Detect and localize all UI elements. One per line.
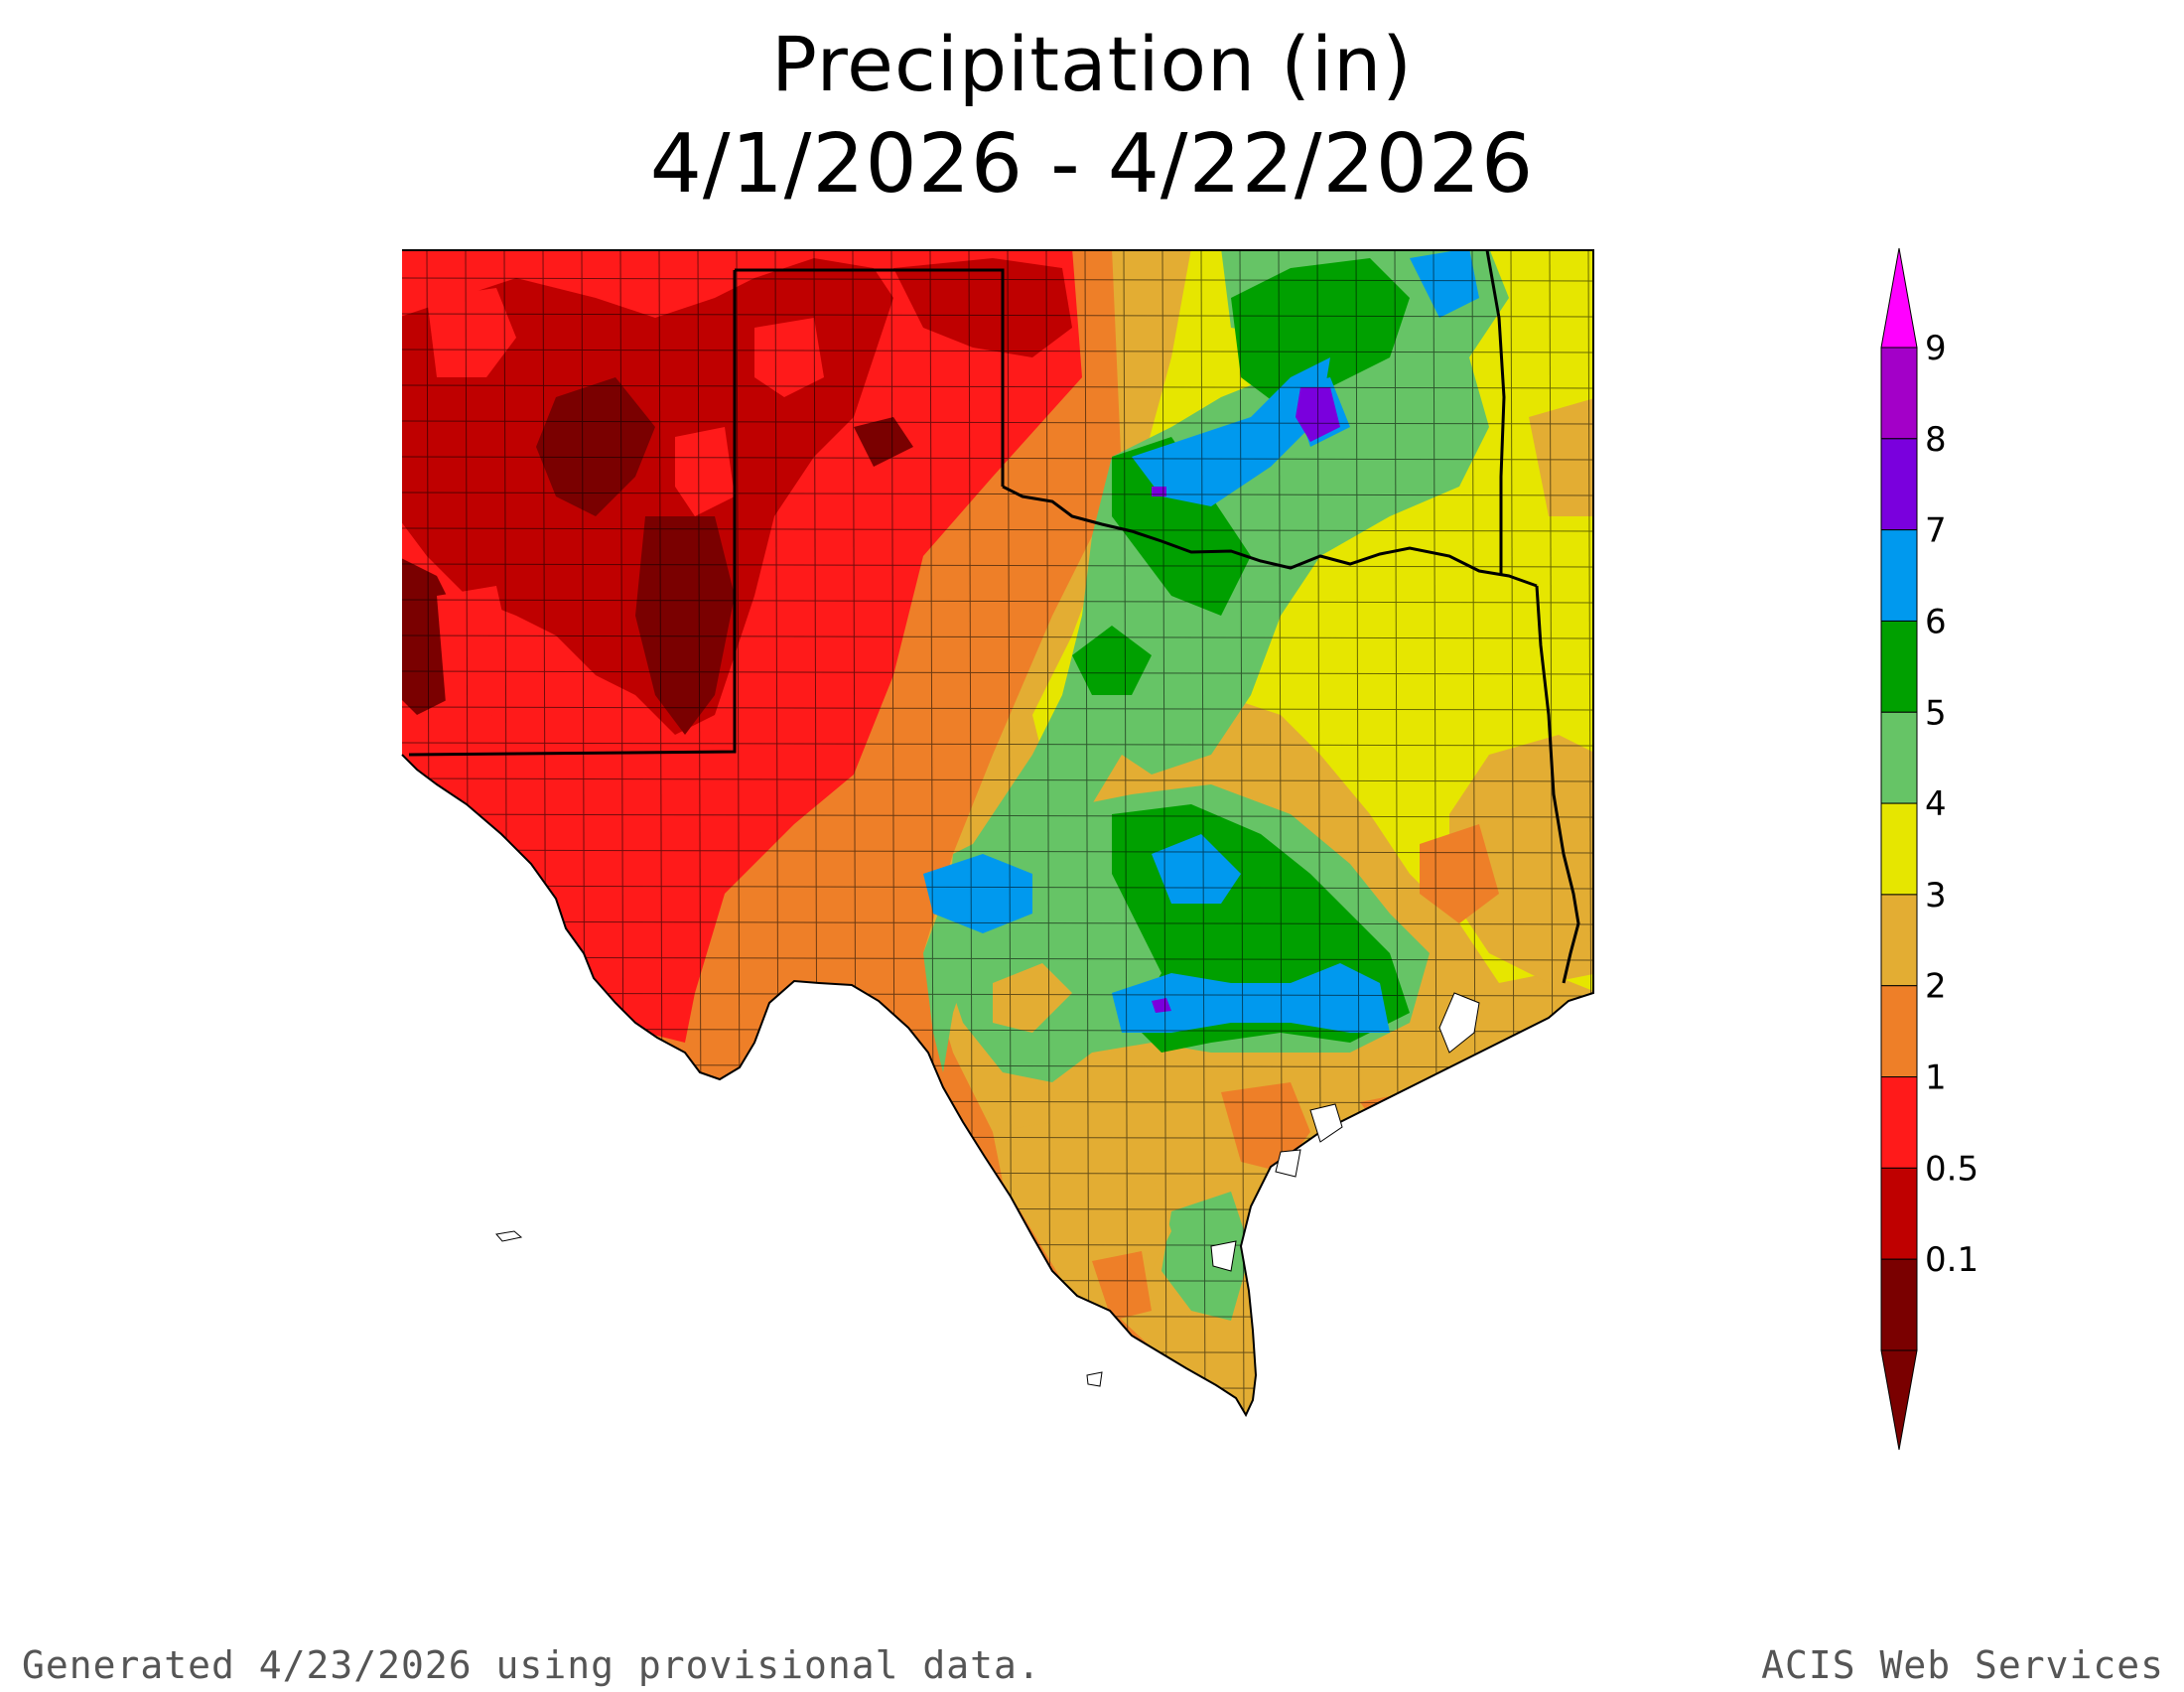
legend-swatch [1880,1258,1918,1351]
legend-swatch [1880,1167,1918,1260]
legend-swatch [1880,1076,1918,1169]
legend-swatch [1880,529,1918,622]
county-line [1200,250,1206,1415]
legend-label: 6 [1925,602,1947,641]
county-line [402,527,1593,532]
county-line [402,634,1593,639]
county-line [1045,250,1051,1415]
legend-swatch [1880,438,1918,531]
legend-label: 2 [1925,967,1947,1007]
county-line [402,920,1593,925]
legend-label: 0.1 [1925,1240,1979,1280]
county-line [402,349,1593,353]
county-line [402,313,1593,318]
county-line [1239,250,1245,1415]
legend-label: 9 [1925,329,1947,368]
legend-swatch [1880,802,1918,896]
county-line [402,492,1593,496]
state-borders [408,249,1580,984]
county-line [402,885,1593,890]
source-credit: ACIS Web Services [1761,1643,2164,1687]
legend-swatch [1880,347,1918,440]
county-line [1161,250,1167,1415]
county-line [402,706,1593,711]
date-range: 4/1/2026 - 4/22/2026 [649,117,1535,212]
county-line [402,742,1593,747]
county-line [402,456,1593,461]
county-line [1123,250,1129,1415]
bays [1210,992,1480,1272]
county-line [1084,250,1090,1415]
county-line [402,670,1593,675]
legend-swatch [1880,620,1918,713]
county-line [402,420,1593,425]
legend-swatch [1880,711,1918,804]
legend-top-arrow [1880,247,1918,349]
county-line [402,563,1593,568]
legend-swatch [1880,985,1918,1078]
county-line [402,813,1593,818]
map-title: Precipitation (in) [771,20,1413,108]
generated-note: Generated 4/23/2026 using provisional da… [22,1643,1041,1687]
legend-label: 8 [1925,420,1947,460]
legend-bottom-arrow [1880,1349,1918,1451]
county-line [402,777,1593,782]
legend-label: 1 [1925,1058,1947,1098]
county-line [402,849,1593,854]
legend-label: 7 [1925,511,1947,551]
legend-label: 0.5 [1925,1149,1979,1189]
legend-swatch [1880,894,1918,987]
county-line [402,956,1593,961]
legend-label: 5 [1925,693,1947,733]
legend-label: 4 [1925,784,1947,824]
legend-label: 3 [1925,876,1947,916]
county-line [402,384,1593,389]
county-line [402,599,1593,604]
county-line [402,277,1593,282]
